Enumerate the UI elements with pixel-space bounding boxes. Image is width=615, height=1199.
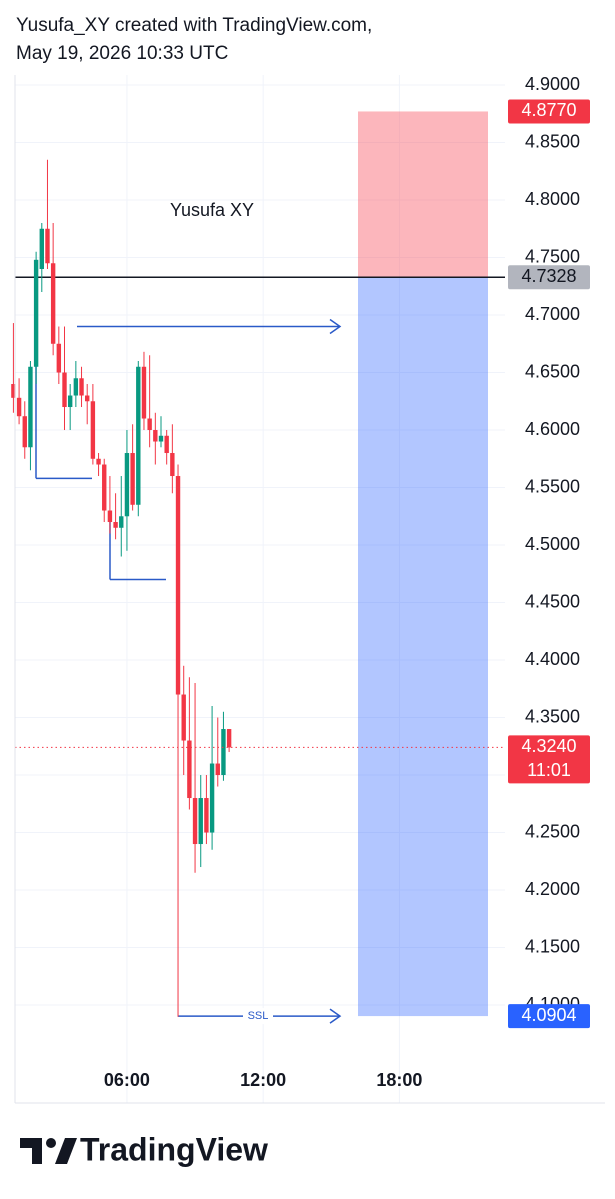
y-tick-label: 4.7000 <box>525 304 580 324</box>
candle-body <box>73 378 79 396</box>
candle-body <box>192 798 198 845</box>
candle-body <box>62 372 67 408</box>
candle-body <box>141 366 147 419</box>
candle-body <box>56 343 62 373</box>
candle-body <box>170 453 175 477</box>
candle-body <box>147 418 152 431</box>
y-tick-label: 4.3500 <box>525 706 580 726</box>
candle-body <box>16 397 22 417</box>
candle-body <box>113 522 118 528</box>
candle-body <box>198 798 203 845</box>
y-tick-label: 4.9000 <box>525 74 580 94</box>
candle-body <box>96 458 101 465</box>
candle-body <box>181 694 186 741</box>
price-label: 4.7328 <box>521 266 576 286</box>
price-label-bg <box>508 1004 590 1029</box>
candle-body <box>215 763 220 776</box>
grid <box>15 75 505 1103</box>
drawing-label: SSL <box>248 1010 269 1022</box>
candle-body <box>153 430 158 442</box>
price-label: 4.8770 <box>521 100 576 120</box>
candle-body <box>107 510 113 523</box>
countdown: 11:01 <box>527 760 571 780</box>
y-tick-label: 4.4000 <box>525 649 580 669</box>
candle-body <box>130 453 135 505</box>
y-tick-label: 4.7500 <box>525 246 580 266</box>
price-label-bg <box>508 735 590 784</box>
arrow-head <box>329 318 342 335</box>
label-bg <box>243 1008 273 1025</box>
candle-body <box>221 729 226 776</box>
candle-body <box>28 366 33 448</box>
candle-body <box>102 464 107 511</box>
candle-body <box>209 763 215 833</box>
candle-body <box>226 729 232 748</box>
y-tick-label: 4.5000 <box>525 534 580 554</box>
y-tick-label: 4.1500 <box>525 936 580 956</box>
y-tick-label: 4.6000 <box>525 419 580 439</box>
candle-body <box>90 401 96 459</box>
candle-body <box>119 516 124 528</box>
y-tick-label: 4.4500 <box>525 591 580 611</box>
x-tick-label: 18:00 <box>376 1070 422 1090</box>
candle-body <box>45 228 50 264</box>
candle-body <box>11 384 16 398</box>
candle-body <box>175 476 181 695</box>
price-label: 4.0904 <box>521 1005 576 1025</box>
candle-body <box>136 366 141 505</box>
x-tick-label: 06:00 <box>104 1070 150 1090</box>
brand: TradingView <box>80 1131 268 1167</box>
candle-body <box>204 798 209 833</box>
header-line: Yusufa_XY created with TradingView.com, <box>16 15 372 36</box>
price-label: 4.3240 <box>521 736 576 756</box>
candle-body <box>164 435 169 454</box>
candle-body <box>50 263 56 344</box>
candle-body <box>67 395 73 408</box>
y-tick-label: 4.6500 <box>525 361 580 381</box>
annotation: Yusufa XY <box>170 200 254 220</box>
price-label-bg <box>508 265 590 290</box>
candle-body <box>22 416 27 448</box>
candle-body <box>33 259 39 367</box>
logo: TradingView <box>20 1131 268 1167</box>
price-label-bg <box>508 99 590 124</box>
candle-body <box>85 395 90 402</box>
y-tick-label: 4.2000 <box>525 879 580 899</box>
y-tick-label: 4.8000 <box>525 189 580 209</box>
header-line: May 19, 2026 10:33 UTC <box>16 43 228 64</box>
arrow-head <box>329 1008 342 1024</box>
candle-body <box>158 435 164 442</box>
y-tick-label: 4.5500 <box>525 476 580 496</box>
candle-body <box>187 740 192 799</box>
stop-zone <box>358 111 488 278</box>
y-tick-label: 4.8500 <box>525 131 580 151</box>
x-tick-label: 12:00 <box>240 1070 286 1090</box>
candle-body <box>124 453 130 517</box>
candle-body <box>79 378 84 396</box>
plot: Yusufa XY SSL <box>11 111 505 1025</box>
y-tick-label: 4.2500 <box>525 821 580 841</box>
candle-body <box>39 228 44 270</box>
target-zone <box>358 277 488 1017</box>
